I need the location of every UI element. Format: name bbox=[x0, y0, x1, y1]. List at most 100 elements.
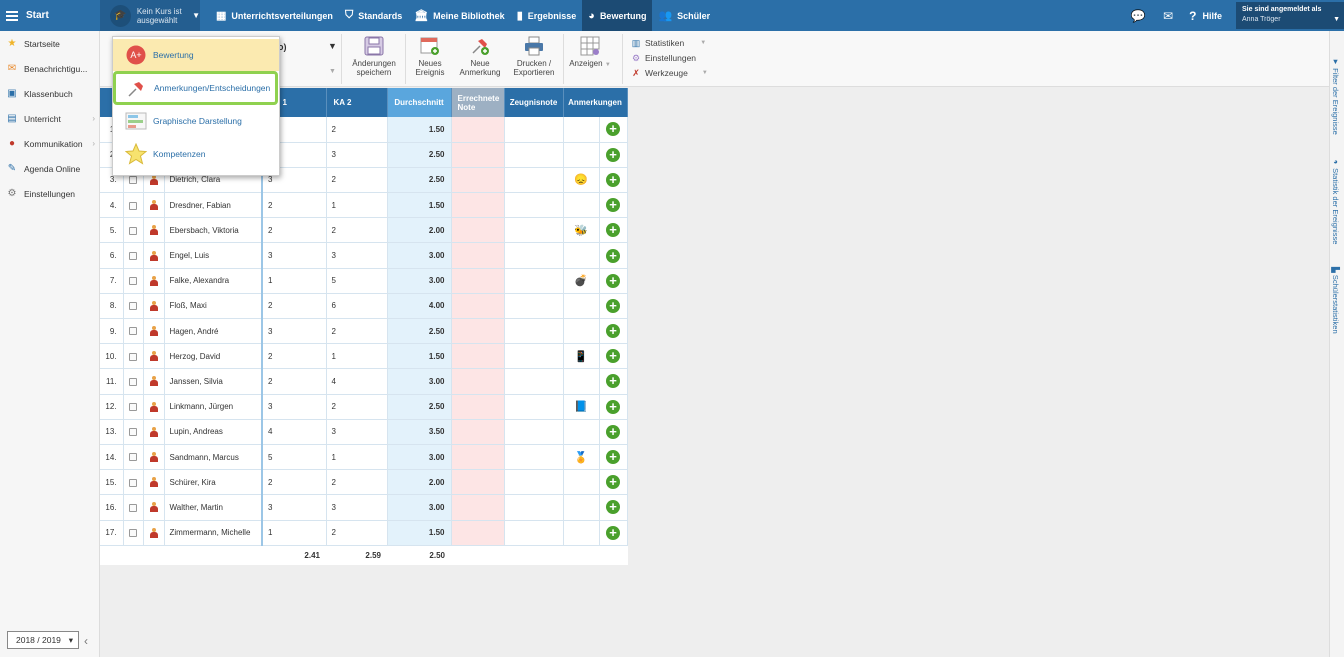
report-grade[interactable] bbox=[504, 469, 564, 496]
grade-ka1[interactable]: 2 bbox=[261, 293, 327, 320]
add-note-button[interactable]: + bbox=[606, 399, 620, 414]
sidebar-item-agenda-online[interactable]: ✎ Agenda Online bbox=[0, 156, 99, 181]
row-checkbox[interactable] bbox=[129, 277, 137, 286]
grade-ka1[interactable]: 2 bbox=[261, 343, 327, 370]
grade-ka1[interactable]: 2 bbox=[261, 192, 327, 219]
grade-ka1[interactable]: 1 bbox=[261, 520, 327, 546]
grade-ka2[interactable]: 3 bbox=[326, 242, 388, 269]
mail-icon[interactable]: ✉ bbox=[1163, 8, 1174, 23]
sidebar-item-unterricht[interactable]: ▤ Unterricht › bbox=[0, 106, 99, 131]
grade-ka2[interactable]: 2 bbox=[326, 469, 388, 496]
add-note-button[interactable]: + bbox=[606, 298, 620, 313]
student-statistics-tab[interactable]: ▙ Schülerstatistiken bbox=[1331, 267, 1340, 334]
row-checkbox[interactable] bbox=[129, 201, 137, 210]
student-name[interactable]: Floß, Maxi bbox=[164, 293, 263, 320]
grade-ka1[interactable]: 2 bbox=[261, 217, 327, 244]
add-note-button[interactable]: + bbox=[606, 198, 620, 213]
student-name[interactable]: Janssen, Silvia bbox=[164, 368, 263, 395]
grade-ka2[interactable]: 2 bbox=[326, 117, 388, 143]
add-note-button[interactable]: + bbox=[606, 525, 620, 540]
report-grade[interactable] bbox=[504, 444, 564, 471]
student-name[interactable]: Herzog, David bbox=[164, 343, 263, 370]
report-grade[interactable] bbox=[504, 494, 564, 521]
sidebar-item-klassenbuch[interactable]: ▣ Klassenbuch bbox=[0, 81, 99, 106]
add-note-button[interactable]: + bbox=[606, 248, 620, 263]
annotation-icon[interactable]: 🐝 bbox=[574, 224, 588, 237]
dropdown-item-kompetenzen[interactable]: Kompetenzen bbox=[113, 138, 279, 170]
school-year-select[interactable]: 2018 / 2019 ▾ bbox=[7, 631, 79, 649]
nav-ergebnisse[interactable]: ▮ Ergebnisse bbox=[511, 0, 583, 31]
sidebar-item-benachrichtigungen[interactable]: ✉ Benachrichtigu... bbox=[0, 56, 99, 81]
grade-ka1[interactable]: 3 bbox=[261, 494, 327, 521]
column-header-ka2[interactable]: KA 2 bbox=[326, 88, 388, 117]
row-checkbox[interactable] bbox=[129, 302, 137, 311]
add-note-button[interactable]: + bbox=[606, 374, 620, 389]
annotation-icon[interactable]: 🏅 bbox=[574, 451, 588, 464]
report-grade[interactable] bbox=[504, 192, 564, 219]
chat-icon[interactable]: 💬 bbox=[1130, 8, 1146, 23]
annotation-icon[interactable]: 😞 bbox=[574, 174, 588, 187]
row-checkbox[interactable] bbox=[129, 428, 137, 437]
grade-ka2[interactable]: 2 bbox=[326, 217, 388, 244]
row-checkbox[interactable] bbox=[129, 403, 137, 412]
nav-meine-bibliothek[interactable]: 🏛 Meine Bibliothek bbox=[408, 0, 510, 31]
grade-ka2[interactable]: 3 bbox=[326, 494, 388, 521]
grade-ka2[interactable]: 1 bbox=[326, 444, 388, 471]
add-note-button[interactable]: + bbox=[606, 424, 620, 439]
row-checkbox[interactable] bbox=[129, 352, 137, 361]
report-grade[interactable] bbox=[504, 293, 564, 320]
annotation-icon[interactable]: 📘 bbox=[574, 401, 588, 414]
add-note-button[interactable]: + bbox=[606, 475, 620, 490]
student-name[interactable]: Falke, Alexandra bbox=[164, 268, 263, 294]
grade-ka1[interactable]: 5 bbox=[261, 444, 327, 471]
annotation-icon[interactable]: 💣 bbox=[574, 275, 588, 288]
user-menu[interactable]: Sie sind angemeldet als Anna Tröger ▼ bbox=[1236, 2, 1344, 29]
view-select[interactable]: o) ▼ bbox=[278, 41, 337, 52]
nav-unterrichtsverteilungen[interactable]: ▦ Unterrichtsverteilungen bbox=[210, 0, 339, 31]
sidebar-item-startseite[interactable]: ★ Startseite bbox=[0, 31, 99, 56]
course-selector[interactable]: 🎓 Kein Kurs ist ausgewählt ▼ bbox=[100, 0, 200, 31]
print-export-button[interactable]: Drucken / Exportieren bbox=[505, 35, 563, 85]
dropdown-item-graphische-darstellung[interactable]: Graphische Darstellung bbox=[113, 105, 279, 137]
grade-ka2[interactable]: 3 bbox=[326, 419, 388, 445]
row-checkbox[interactable] bbox=[129, 251, 137, 260]
grade-ka2[interactable]: 4 bbox=[326, 368, 388, 395]
grade-ka1[interactable]: 1 bbox=[261, 268, 327, 294]
tools-menu[interactable]: ✗ Werkzeuge ▼ bbox=[631, 66, 708, 81]
add-note-button[interactable]: + bbox=[606, 223, 620, 238]
student-name[interactable]: Engel, Luis bbox=[164, 242, 263, 269]
help-button[interactable]: ? Hilfe bbox=[1183, 9, 1236, 23]
start-menu-button[interactable]: Start bbox=[0, 0, 100, 31]
report-grade[interactable] bbox=[504, 142, 564, 168]
grade-ka2[interactable]: 3 bbox=[326, 142, 388, 168]
grade-ka2[interactable]: 2 bbox=[326, 318, 388, 345]
student-name[interactable]: Sandmann, Marcus bbox=[164, 444, 263, 471]
collapse-sidebar-icon[interactable]: ‹ bbox=[84, 634, 88, 648]
event-statistics-tab[interactable]: ◕ Statistik der Ereignisse bbox=[1331, 157, 1340, 245]
chevron-down-icon[interactable]: ▼ bbox=[329, 68, 336, 75]
row-checkbox[interactable] bbox=[129, 528, 137, 537]
grade-ka1[interactable]: 3 bbox=[261, 318, 327, 345]
grade-ka2[interactable]: 2 bbox=[326, 167, 388, 194]
new-note-button[interactable]: Neue Anmerkung bbox=[455, 35, 505, 85]
add-note-button[interactable]: + bbox=[606, 324, 620, 339]
report-grade[interactable] bbox=[504, 343, 564, 370]
report-grade[interactable] bbox=[504, 117, 564, 143]
grade-ka2[interactable]: 1 bbox=[326, 192, 388, 219]
student-name[interactable]: Hagen, André bbox=[164, 318, 263, 345]
grade-ka1[interactable]: 4 bbox=[261, 419, 327, 445]
report-grade[interactable] bbox=[504, 419, 564, 445]
grade-ka1[interactable]: 2 bbox=[261, 368, 327, 395]
student-name[interactable]: Walther, Martin bbox=[164, 494, 263, 521]
grade-ka2[interactable]: 2 bbox=[326, 520, 388, 546]
nav-standards[interactable]: ⛉ Standards bbox=[339, 0, 408, 31]
row-checkbox[interactable] bbox=[129, 327, 137, 336]
report-grade[interactable] bbox=[504, 217, 564, 244]
add-note-button[interactable]: + bbox=[606, 172, 620, 187]
new-event-button[interactable]: Neues Ereignis bbox=[405, 35, 455, 85]
report-grade[interactable] bbox=[504, 520, 564, 546]
student-name[interactable]: Zimmermann, Michelle bbox=[164, 520, 263, 546]
dropdown-item-anmerkungen[interactable]: Anmerkungen/Entscheidungen bbox=[113, 71, 278, 105]
add-note-button[interactable]: + bbox=[606, 122, 620, 137]
add-note-button[interactable]: + bbox=[606, 500, 620, 515]
